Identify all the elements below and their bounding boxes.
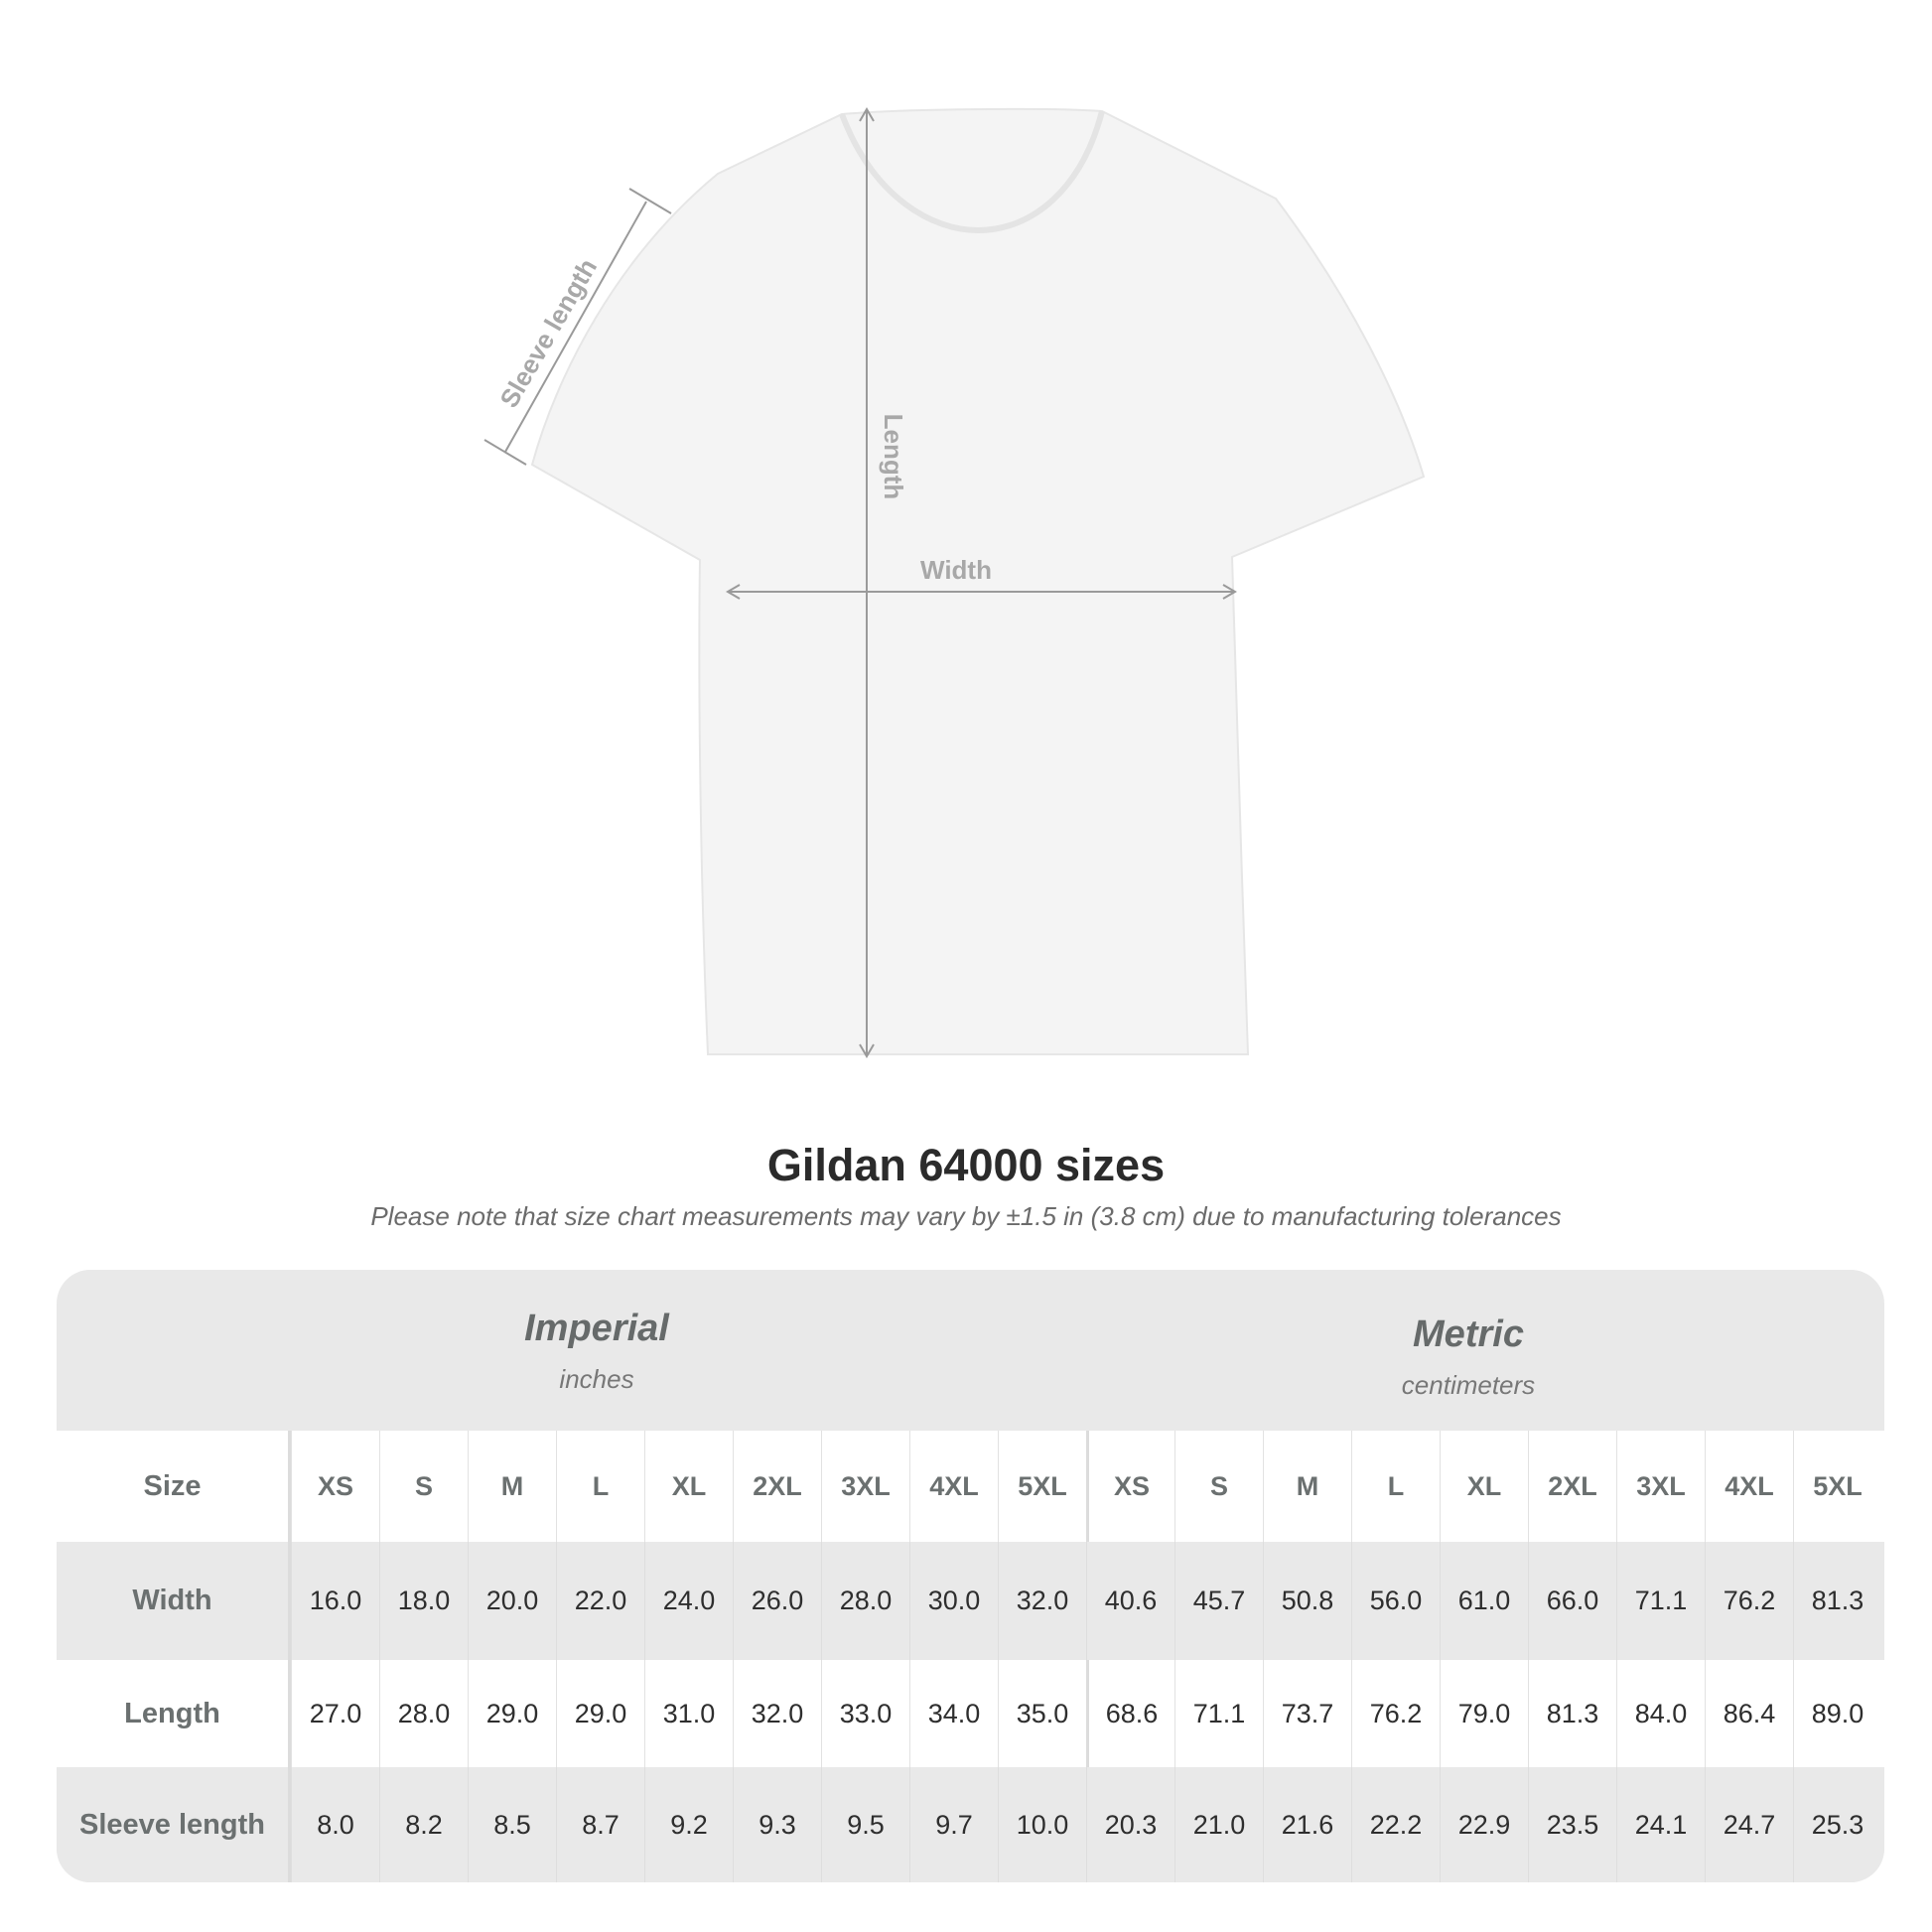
table-cell: 86.4 bbox=[1705, 1660, 1793, 1767]
table-cell: 26.0 bbox=[733, 1542, 821, 1660]
units-header: Imperial inches Metric centimeters bbox=[57, 1270, 1884, 1431]
size-header-cell: M bbox=[468, 1431, 556, 1542]
table-cell: 40.6 bbox=[1086, 1542, 1174, 1660]
table-cell: 24.0 bbox=[644, 1542, 733, 1660]
table-cell: 73.7 bbox=[1263, 1660, 1351, 1767]
size-header-cell: 2XL bbox=[1528, 1431, 1616, 1542]
size-header-cell: XS bbox=[291, 1431, 379, 1542]
table-cell: 10.0 bbox=[998, 1767, 1086, 1882]
table-cell: 21.6 bbox=[1263, 1767, 1351, 1882]
size-header-cell: L bbox=[1351, 1431, 1440, 1542]
size-header-cell: 5XL bbox=[1793, 1431, 1881, 1542]
table-cell: 32.0 bbox=[998, 1542, 1086, 1660]
size-header-cell: 2XL bbox=[733, 1431, 821, 1542]
size-label: Size bbox=[57, 1431, 291, 1542]
table-cell: 8.5 bbox=[468, 1767, 556, 1882]
tolerance-note: Please note that size chart measurements… bbox=[370, 1201, 1562, 1231]
table-cell: 28.0 bbox=[821, 1542, 909, 1660]
table-cell: 20.0 bbox=[468, 1542, 556, 1660]
table-cell: 21.0 bbox=[1174, 1767, 1263, 1882]
size-header-cell: XL bbox=[644, 1431, 733, 1542]
metric-header: Metric centimeters bbox=[1401, 1313, 1536, 1400]
size-header-cell: 4XL bbox=[1705, 1431, 1793, 1542]
table-cell: 79.0 bbox=[1440, 1660, 1528, 1767]
table-row: Width 16.0 18.0 20.0 22.0 24.0 26.0 28.0 30.0 32.… bbox=[57, 1542, 1884, 1660]
row-label: Sleeve length bbox=[57, 1767, 291, 1882]
table-cell: 29.0 bbox=[556, 1660, 644, 1767]
table-cell: 22.9 bbox=[1440, 1767, 1528, 1882]
table-cell: 35.0 bbox=[998, 1660, 1086, 1767]
table-cell: 30.0 bbox=[909, 1542, 998, 1660]
width-label: Width bbox=[920, 555, 992, 585]
table-cell: 81.3 bbox=[1793, 1542, 1881, 1660]
table-cell: 81.3 bbox=[1528, 1660, 1616, 1767]
table-row: Sleeve length 8.0 8.2 8.5 8.7 9.2 9.3 9.5 9.7 10.… bbox=[57, 1767, 1884, 1882]
table-cell: 24.1 bbox=[1616, 1767, 1705, 1882]
size-header-cell: XS bbox=[1086, 1431, 1174, 1542]
table-cell: 68.6 bbox=[1086, 1660, 1174, 1767]
size-header-cell: 3XL bbox=[1616, 1431, 1705, 1542]
table-cell: 71.1 bbox=[1616, 1542, 1705, 1660]
size-header-cell: M bbox=[1263, 1431, 1351, 1542]
table-cell: 76.2 bbox=[1705, 1542, 1793, 1660]
table-cell: 9.2 bbox=[644, 1767, 733, 1882]
table-cell: 8.2 bbox=[379, 1767, 468, 1882]
table-cell: 76.2 bbox=[1351, 1660, 1440, 1767]
size-header-cell: L bbox=[556, 1431, 644, 1542]
table-cell: 23.5 bbox=[1528, 1767, 1616, 1882]
size-header-cell: 4XL bbox=[909, 1431, 998, 1542]
size-header-cell: 5XL bbox=[998, 1431, 1086, 1542]
table-cell: 32.0 bbox=[733, 1660, 821, 1767]
size-header-cell: XL bbox=[1440, 1431, 1528, 1542]
row-label: Length bbox=[57, 1660, 291, 1767]
table-cell: 18.0 bbox=[379, 1542, 468, 1660]
table-row: Length 27.0 28.0 29.0 29.0 31.0 32.0 33.0 34.0 35… bbox=[57, 1660, 1884, 1767]
table-cell: 71.1 bbox=[1174, 1660, 1263, 1767]
table-cell: 89.0 bbox=[1793, 1660, 1881, 1767]
table-cell: 28.0 bbox=[379, 1660, 468, 1767]
table-cell: 25.3 bbox=[1793, 1767, 1881, 1882]
size-header-cell: S bbox=[1174, 1431, 1263, 1542]
table-cell: 27.0 bbox=[291, 1660, 379, 1767]
table-cell: 16.0 bbox=[291, 1542, 379, 1660]
size-header-row: Size XS S M L XL 2XL 3XL 4XL 5XL XS S M L XL 2XL 3XL 4XL… bbox=[57, 1431, 1884, 1542]
table-cell: 66.0 bbox=[1528, 1542, 1616, 1660]
imperial-header: Imperial inches bbox=[524, 1308, 669, 1394]
table-cell: 31.0 bbox=[644, 1660, 733, 1767]
table-cell: 56.0 bbox=[1351, 1542, 1440, 1660]
table-cell: 20.3 bbox=[1086, 1767, 1174, 1882]
table-cell: 22.2 bbox=[1351, 1767, 1440, 1882]
table-cell: 9.5 bbox=[821, 1767, 909, 1882]
table-cell: 50.8 bbox=[1263, 1542, 1351, 1660]
table-cell: 22.0 bbox=[556, 1542, 644, 1660]
table-cell: 9.3 bbox=[733, 1767, 821, 1882]
table-cell: 8.0 bbox=[291, 1767, 379, 1882]
table-cell: 29.0 bbox=[468, 1660, 556, 1767]
table-cell: 61.0 bbox=[1440, 1542, 1528, 1660]
table-cell: 84.0 bbox=[1616, 1660, 1705, 1767]
table-cell: 34.0 bbox=[909, 1660, 998, 1767]
collar bbox=[839, 110, 1105, 234]
sleeve-line bbox=[504, 201, 647, 453]
size-header-cell: S bbox=[379, 1431, 468, 1542]
length-label: Length bbox=[879, 414, 908, 500]
size-table: Imperial inches Metric centimeters Size … bbox=[57, 1270, 1884, 1882]
tshirt-illustration bbox=[530, 107, 1426, 1055]
size-header-cell: 3XL bbox=[821, 1431, 909, 1542]
row-label: Width bbox=[57, 1542, 291, 1660]
table-cell: 45.7 bbox=[1174, 1542, 1263, 1660]
table-cell: 9.7 bbox=[909, 1767, 998, 1882]
table-cell: 8.7 bbox=[556, 1767, 644, 1882]
table-cell: 24.7 bbox=[1705, 1767, 1793, 1882]
tshirt-diagram: Sleeve length Length Width bbox=[483, 107, 1426, 1058]
table-cell: 33.0 bbox=[821, 1660, 909, 1767]
page-title: Gildan 64000 sizes bbox=[766, 1140, 1166, 1190]
